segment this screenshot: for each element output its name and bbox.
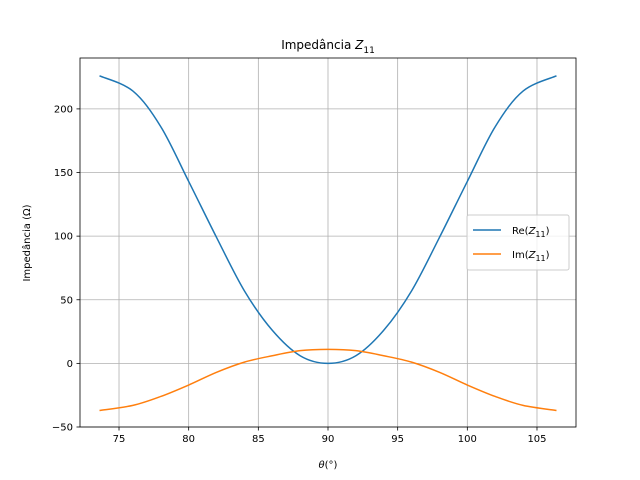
series-line-im-z11 — [99, 348, 557, 412]
legend-box — [466, 214, 570, 271]
chart-title-subscript: 11 — [363, 46, 374, 56]
y-tick-label: 100 — [54, 232, 73, 243]
legend-label-im: Im(Z11) — [512, 250, 550, 263]
x-tick-label: 100 — [458, 434, 477, 445]
legend: Re(Z11) Im(Z11) — [466, 214, 570, 271]
chart-title-main: Impedância — [281, 38, 355, 52]
x-tick-label: 90 — [322, 434, 335, 445]
x-tick-label: 95 — [391, 434, 404, 445]
x-tick-label: 85 — [252, 434, 265, 445]
x-axis-label-symbol: θ — [319, 460, 325, 471]
legend-label-re: Re(Z11) — [512, 226, 550, 239]
x-tick-label: 75 — [113, 434, 126, 445]
x-axis: 75 80 85 90 95 100 105 — [113, 427, 547, 445]
y-tick-label: 50 — [60, 295, 73, 306]
y-tick-label: 200 — [54, 104, 73, 115]
x-tick-label: 80 — [182, 434, 195, 445]
y-axis: −50 0 50 100 150 200 — [52, 104, 80, 434]
x-axis-label: θ(°) — [319, 460, 338, 471]
y-tick-label: −50 — [52, 423, 73, 434]
y-tick-label: 0 — [67, 359, 73, 370]
series-lines — [99, 75, 557, 412]
series-line-re-z11 — [99, 75, 557, 365]
x-axis-label-unit: (°) — [325, 460, 338, 471]
chart-title-symbol: Z — [354, 38, 364, 52]
y-tick-label: 150 — [54, 168, 73, 179]
y-axis-label: Impedância (Ω) — [21, 204, 33, 281]
x-tick-label: 105 — [527, 434, 546, 445]
chart-title: Impedância Z11 — [281, 38, 375, 56]
